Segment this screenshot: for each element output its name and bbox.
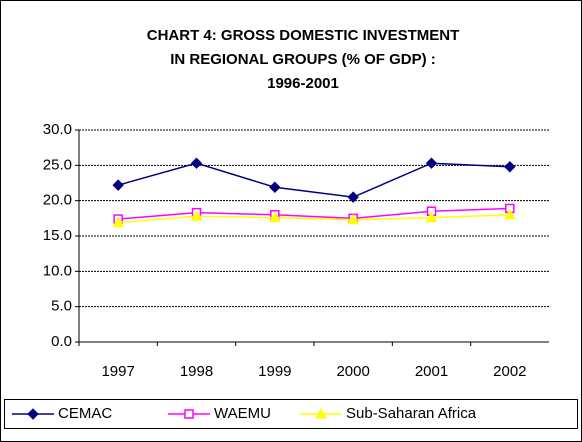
x-tick-label: 1999 bbox=[258, 363, 291, 380]
x-tick-label: 2001 bbox=[415, 363, 448, 380]
triangle-marker bbox=[503, 208, 516, 220]
diamond-marker bbox=[347, 191, 359, 203]
x-tick-label: 2000 bbox=[336, 363, 369, 380]
triangle-marker bbox=[315, 407, 327, 419]
series-line bbox=[118, 214, 510, 224]
y-tick-label: 0.0 bbox=[51, 333, 72, 350]
legend-box bbox=[4, 399, 578, 429]
y-tick-label: 25.0 bbox=[43, 156, 72, 173]
diamond-marker bbox=[269, 181, 281, 193]
diamond-marker bbox=[112, 179, 124, 191]
chart-title: CHART 4: GROSS DOMESTIC INVESTMENT bbox=[147, 27, 460, 44]
triangle-marker bbox=[347, 213, 360, 225]
series-line bbox=[118, 207, 510, 220]
x-tick-label: 2002 bbox=[493, 363, 526, 380]
x-tick-label: 1998 bbox=[180, 363, 213, 380]
diamond-marker bbox=[504, 161, 516, 173]
triangle-marker bbox=[268, 211, 281, 223]
x-tick-label: 1997 bbox=[101, 363, 134, 380]
legend-label: WAEMU bbox=[214, 405, 271, 422]
square-marker bbox=[184, 409, 194, 419]
chart-title: IN REGIONAL GROUPS (% OF GDP) : bbox=[170, 51, 436, 68]
diamond-marker bbox=[190, 157, 203, 169]
triangle-marker bbox=[190, 210, 203, 221]
diamond-marker bbox=[425, 157, 438, 169]
triangle-marker bbox=[425, 211, 438, 223]
y-tick-label: 5.0 bbox=[51, 298, 72, 315]
y-tick-label: 20.0 bbox=[43, 192, 72, 209]
triangle-marker bbox=[112, 216, 125, 228]
y-tick-label: 15.0 bbox=[43, 227, 72, 244]
series-line bbox=[117, 162, 510, 198]
chart-title: 1996-2001 bbox=[267, 75, 339, 92]
diamond-marker bbox=[27, 408, 39, 420]
legend-label: Sub-Saharan Africa bbox=[346, 405, 477, 422]
y-tick-label: 10.0 bbox=[43, 262, 72, 279]
legend-label: CEMAC bbox=[58, 405, 112, 422]
y-tick-label: 30.0 bbox=[43, 121, 72, 138]
